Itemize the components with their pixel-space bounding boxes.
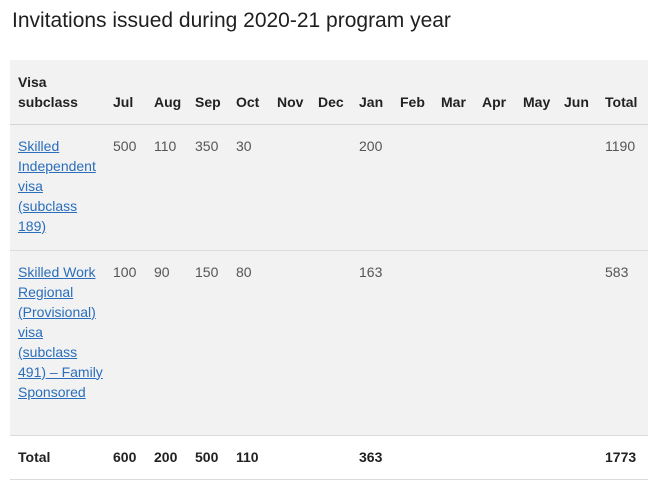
- column-header-nov: Nov: [269, 60, 310, 125]
- column-header-feb: Feb: [392, 60, 433, 125]
- table-cell: [392, 250, 433, 436]
- total-cell: [433, 435, 474, 480]
- column-header-jul: Jul: [105, 60, 146, 125]
- invitations-table: Visa subclass Jul Aug Sep Oct Nov Dec Ja…: [10, 60, 648, 480]
- column-header-may: May: [515, 60, 556, 125]
- table-cell: [433, 124, 474, 251]
- total-cell: 600: [105, 435, 146, 480]
- column-header-dec: Dec: [310, 60, 351, 125]
- table-cell: 150: [187, 250, 228, 436]
- table-cell: [515, 124, 556, 251]
- table-cell: 80: [228, 250, 269, 436]
- row-total-cell: 583: [597, 250, 648, 436]
- column-header-oct: Oct: [228, 60, 269, 125]
- table-cell: 163: [351, 250, 392, 436]
- table-cell: [310, 250, 351, 436]
- total-cell: [515, 435, 556, 480]
- table-cell: [433, 250, 474, 436]
- total-row-label: Total: [10, 435, 105, 480]
- column-header-aug: Aug: [146, 60, 187, 125]
- table-cell: [556, 124, 597, 251]
- table-row: Skilled Independent visa (subclass 189) …: [10, 124, 648, 251]
- table-cell: [269, 124, 310, 251]
- table-cell: [556, 250, 597, 436]
- table-row: Skilled Work Regional (Provisional) visa…: [10, 250, 648, 436]
- table-cell: [474, 250, 515, 436]
- column-header-sep: Sep: [187, 60, 228, 125]
- table-cell: 30: [228, 124, 269, 251]
- table-cell: [515, 250, 556, 436]
- row-total-cell: 1190: [597, 124, 648, 251]
- column-header-mar: Mar: [433, 60, 474, 125]
- grand-total-cell: 1773: [597, 435, 648, 480]
- table-cell: 200: [351, 124, 392, 251]
- total-cell: [392, 435, 433, 480]
- total-cell: [310, 435, 351, 480]
- column-header-jun: Jun: [556, 60, 597, 125]
- column-header-visa-subclass: Visa subclass: [10, 60, 105, 125]
- table-cell: 100: [105, 250, 146, 436]
- table-cell: [474, 124, 515, 251]
- visa-cell: Skilled Work Regional (Provisional) visa…: [10, 250, 105, 436]
- total-cell: 110: [228, 435, 269, 480]
- total-cell: 500: [187, 435, 228, 480]
- table-cell: [310, 124, 351, 251]
- visa-cell: Skilled Independent visa (subclass 189): [10, 124, 105, 251]
- visa-link-subclass-491[interactable]: Skilled Work Regional (Provisional) visa…: [18, 263, 103, 400]
- total-cell: [269, 435, 310, 480]
- table-cell: 90: [146, 250, 187, 436]
- visa-link-subclass-189[interactable]: Skilled Independent visa (subclass 189): [18, 137, 96, 234]
- column-header-apr: Apr: [474, 60, 515, 125]
- table-cell: 110: [146, 124, 187, 251]
- table-cell: [269, 250, 310, 436]
- total-cell: [474, 435, 515, 480]
- table-cell: 350: [187, 124, 228, 251]
- column-header-total: Total: [597, 60, 648, 125]
- page-title: Invitations issued during 2020-21 progra…: [12, 9, 451, 32]
- column-header-jan: Jan: [351, 60, 392, 125]
- table-header-row: Visa subclass Jul Aug Sep Oct Nov Dec Ja…: [10, 60, 648, 125]
- table-cell: [392, 124, 433, 251]
- table-cell: 500: [105, 124, 146, 251]
- total-cell: 200: [146, 435, 187, 480]
- total-cell: 363: [351, 435, 392, 480]
- total-cell: [556, 435, 597, 480]
- table-total-row: Total 600 200 500 110 363 1773: [10, 435, 648, 480]
